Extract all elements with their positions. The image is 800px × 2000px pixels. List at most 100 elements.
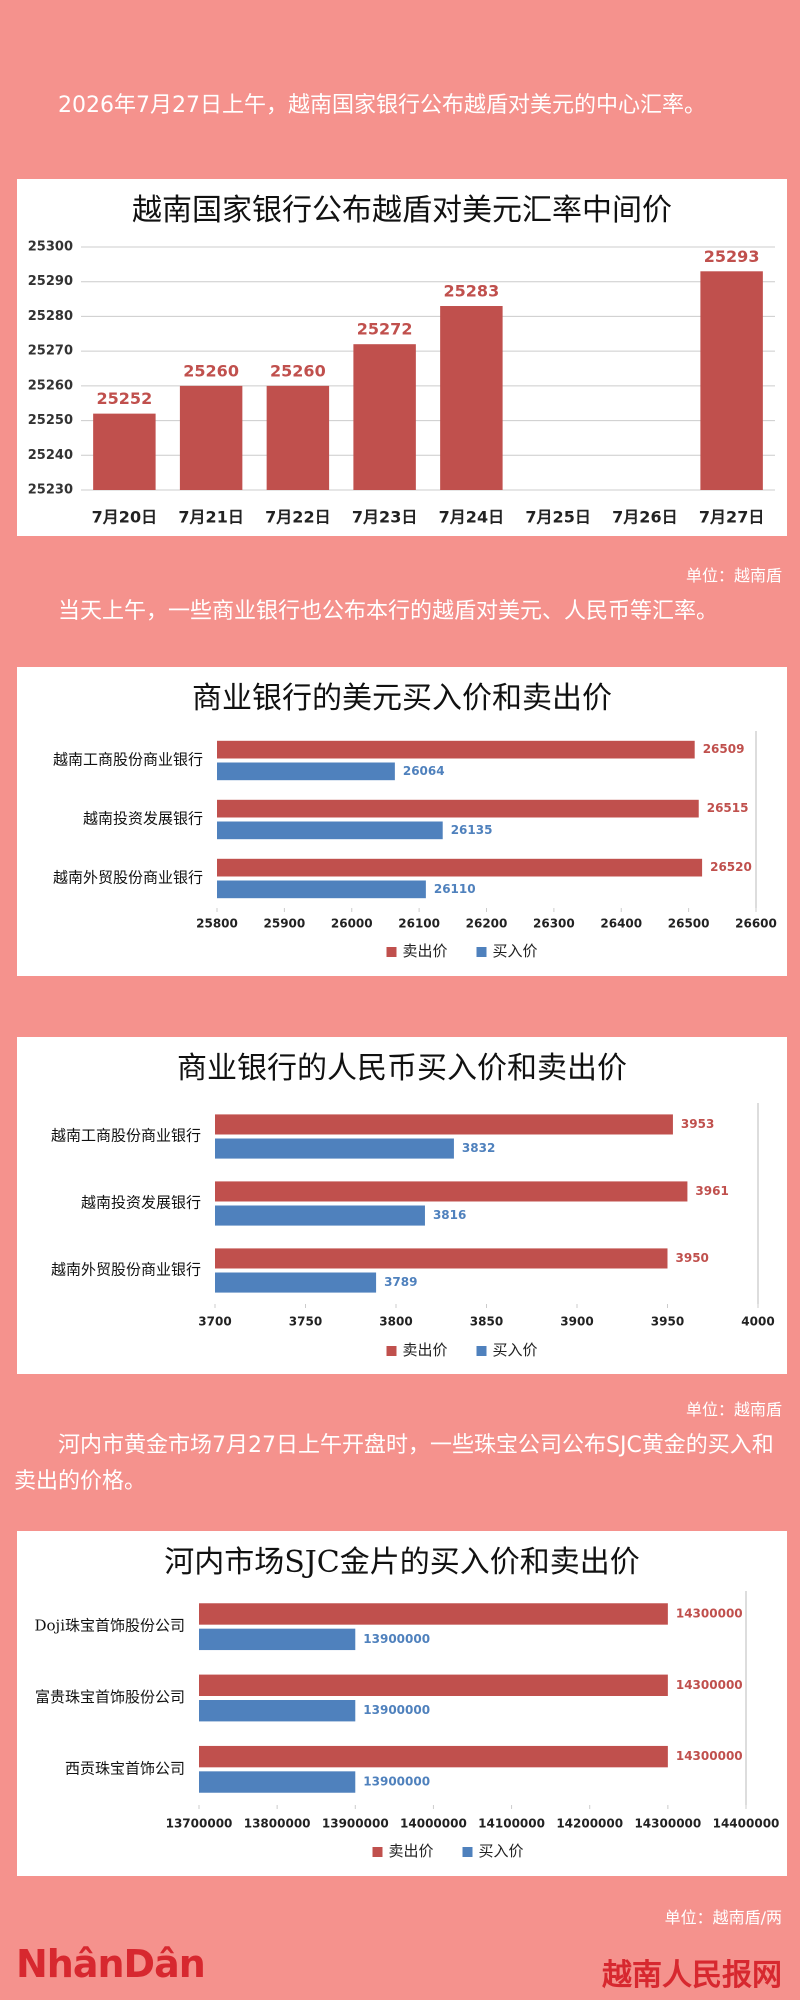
y-tick-label: 25290: [28, 274, 73, 289]
x-tick-label: 7月26日: [612, 508, 677, 527]
bar: [199, 1674, 668, 1696]
data-label: 14300000: [676, 1749, 743, 1763]
data-label: 3950: [676, 1251, 709, 1265]
bar: [215, 1272, 377, 1293]
data-label: 26135: [451, 823, 493, 837]
chart-title: 商业银行的美元买入价和卖出价: [192, 681, 612, 716]
chart: 越南国家银行公布越盾对美元汇率中间价 25230 25240 25250 25260 25…: [17, 179, 787, 536]
data-label: 25272: [357, 320, 413, 339]
data-label: 3961: [695, 1184, 728, 1198]
chart-title: 商业银行的人民币买入价和卖出价: [177, 1051, 627, 1086]
y-tick-label: 越南工商股份商业银行: [51, 1127, 201, 1145]
x-tick-label: 14000000: [400, 1817, 467, 1831]
legend-swatch: [386, 947, 397, 957]
x-tick-label: 26200: [466, 917, 508, 931]
y-tick-label: 西贡珠宝首饰公司: [65, 1759, 185, 1777]
data-label: 25293: [704, 247, 760, 266]
legend-label: 卖出价: [403, 942, 448, 960]
x-tick-label: 7月21日: [178, 508, 243, 527]
bar: [217, 762, 395, 781]
x-tick-label: 3750: [289, 1315, 322, 1329]
bar: [217, 858, 703, 877]
data-label: 3816: [433, 1208, 466, 1222]
bar: [217, 821, 443, 840]
data-label: 3832: [462, 1141, 495, 1155]
x-tick-label: 14300000: [634, 1817, 701, 1831]
chart-title: 河内市场SJC金片的买入价和卖出价: [164, 1545, 640, 1580]
x-tick-label: 25900: [264, 917, 306, 931]
data-label: 14300000: [676, 1606, 743, 1620]
data-label: 26064: [403, 764, 445, 778]
x-tick-label: 13800000: [244, 1817, 311, 1831]
logo: NhânDân: [16, 1942, 206, 1986]
y-tick-label: 25230: [28, 483, 73, 498]
chart-title: 越南国家银行公布越盾对美元汇率中间价: [132, 193, 672, 228]
y-tick-label: 越南外贸股份商业银行: [51, 1261, 201, 1279]
x-tick-label: 7月23日: [352, 508, 417, 527]
x-tick-label: 3900: [560, 1315, 593, 1329]
bar: [217, 799, 699, 818]
bar: [199, 1700, 356, 1722]
x-tick-label: 3700: [198, 1315, 231, 1329]
y-tick-label: 25300: [28, 240, 73, 255]
bar: [700, 271, 763, 490]
data-label: 3953: [681, 1117, 714, 1131]
data-label: 3789: [384, 1275, 417, 1289]
legend-swatch: [476, 1346, 487, 1356]
bar: [215, 1205, 425, 1226]
x-tick-label: 25800: [196, 917, 238, 931]
bar: [93, 413, 156, 490]
data-label: 25260: [270, 361, 326, 380]
bar: [440, 306, 503, 490]
y-tick-label: Doji珠宝首饰股份公司: [34, 1617, 185, 1635]
x-tick-label: 26100: [398, 917, 440, 931]
bar: [179, 385, 243, 490]
bar: [215, 1114, 673, 1135]
x-tick-label: 3950: [651, 1315, 684, 1329]
x-tick-label: 14400000: [713, 1817, 780, 1831]
data-label: 26110: [434, 882, 476, 896]
bar: [215, 1138, 454, 1159]
y-tick-label: 越南工商股份商业银行: [53, 751, 203, 769]
data-label: 13900000: [363, 1775, 430, 1789]
paragraph: 河内市黄金市场7月27日上午开盘时，一些珠宝公司公布SJC黄金的买入和卖出的价格…: [14, 1433, 774, 1494]
legend-label: 买入价: [493, 1341, 538, 1359]
y-tick-label: 越南投资发展银行: [83, 810, 203, 828]
paragraph: 2026年7月27日上午，越南国家银行公布越盾对美元的中心汇率。: [58, 93, 706, 118]
x-tick-label: 7月25日: [525, 508, 590, 527]
y-tick-label: 25250: [28, 413, 73, 428]
data-label: 26520: [710, 860, 752, 874]
x-tick-label: 3800: [379, 1315, 412, 1329]
y-tick-label: 25280: [28, 309, 73, 324]
x-tick-label: 14200000: [556, 1817, 623, 1831]
legend-swatch: [462, 1847, 473, 1857]
bar: [199, 1745, 668, 1768]
site-name: 越南人民报网: [602, 1958, 782, 1993]
unit-note: 单位：越南盾: [685, 566, 782, 585]
chart: 商业银行的人民币买入价和卖出价 3700 3750 3800 3850 3900 3950 4…: [17, 1037, 787, 1374]
data-label: 25252: [97, 389, 153, 408]
chart: 商业银行的美元买入价和卖出价 25800 25900 26000 26100 26200 2…: [17, 667, 787, 976]
x-tick-label: 26600: [735, 917, 777, 931]
x-tick-label: 26300: [533, 917, 575, 931]
data-label: 26515: [707, 801, 749, 815]
bar: [353, 344, 416, 490]
legend-label: 卖出价: [389, 1842, 434, 1860]
x-tick-label: 26500: [668, 917, 710, 931]
bar: [215, 1248, 668, 1269]
legend-swatch: [372, 1847, 383, 1857]
data-label: 26509: [703, 742, 745, 756]
bar: [215, 1181, 688, 1202]
y-tick-label: 富贵珠宝首饰股份公司: [35, 1688, 185, 1706]
unit-note: 单位：越南盾: [685, 1400, 782, 1419]
x-tick-label: 4000: [741, 1315, 774, 1329]
x-tick-label: 13900000: [322, 1817, 389, 1831]
chart: 河内市场SJC金片的买入价和卖出价 13700000 13800000 1390000…: [17, 1531, 787, 1876]
legend-swatch: [386, 1346, 397, 1356]
bar: [217, 740, 695, 759]
y-tick-label: 25240: [28, 448, 73, 463]
y-tick-label: 越南投资发展银行: [81, 1194, 201, 1212]
data-label: 25283: [444, 282, 500, 301]
legend-label: 买入价: [493, 942, 538, 960]
